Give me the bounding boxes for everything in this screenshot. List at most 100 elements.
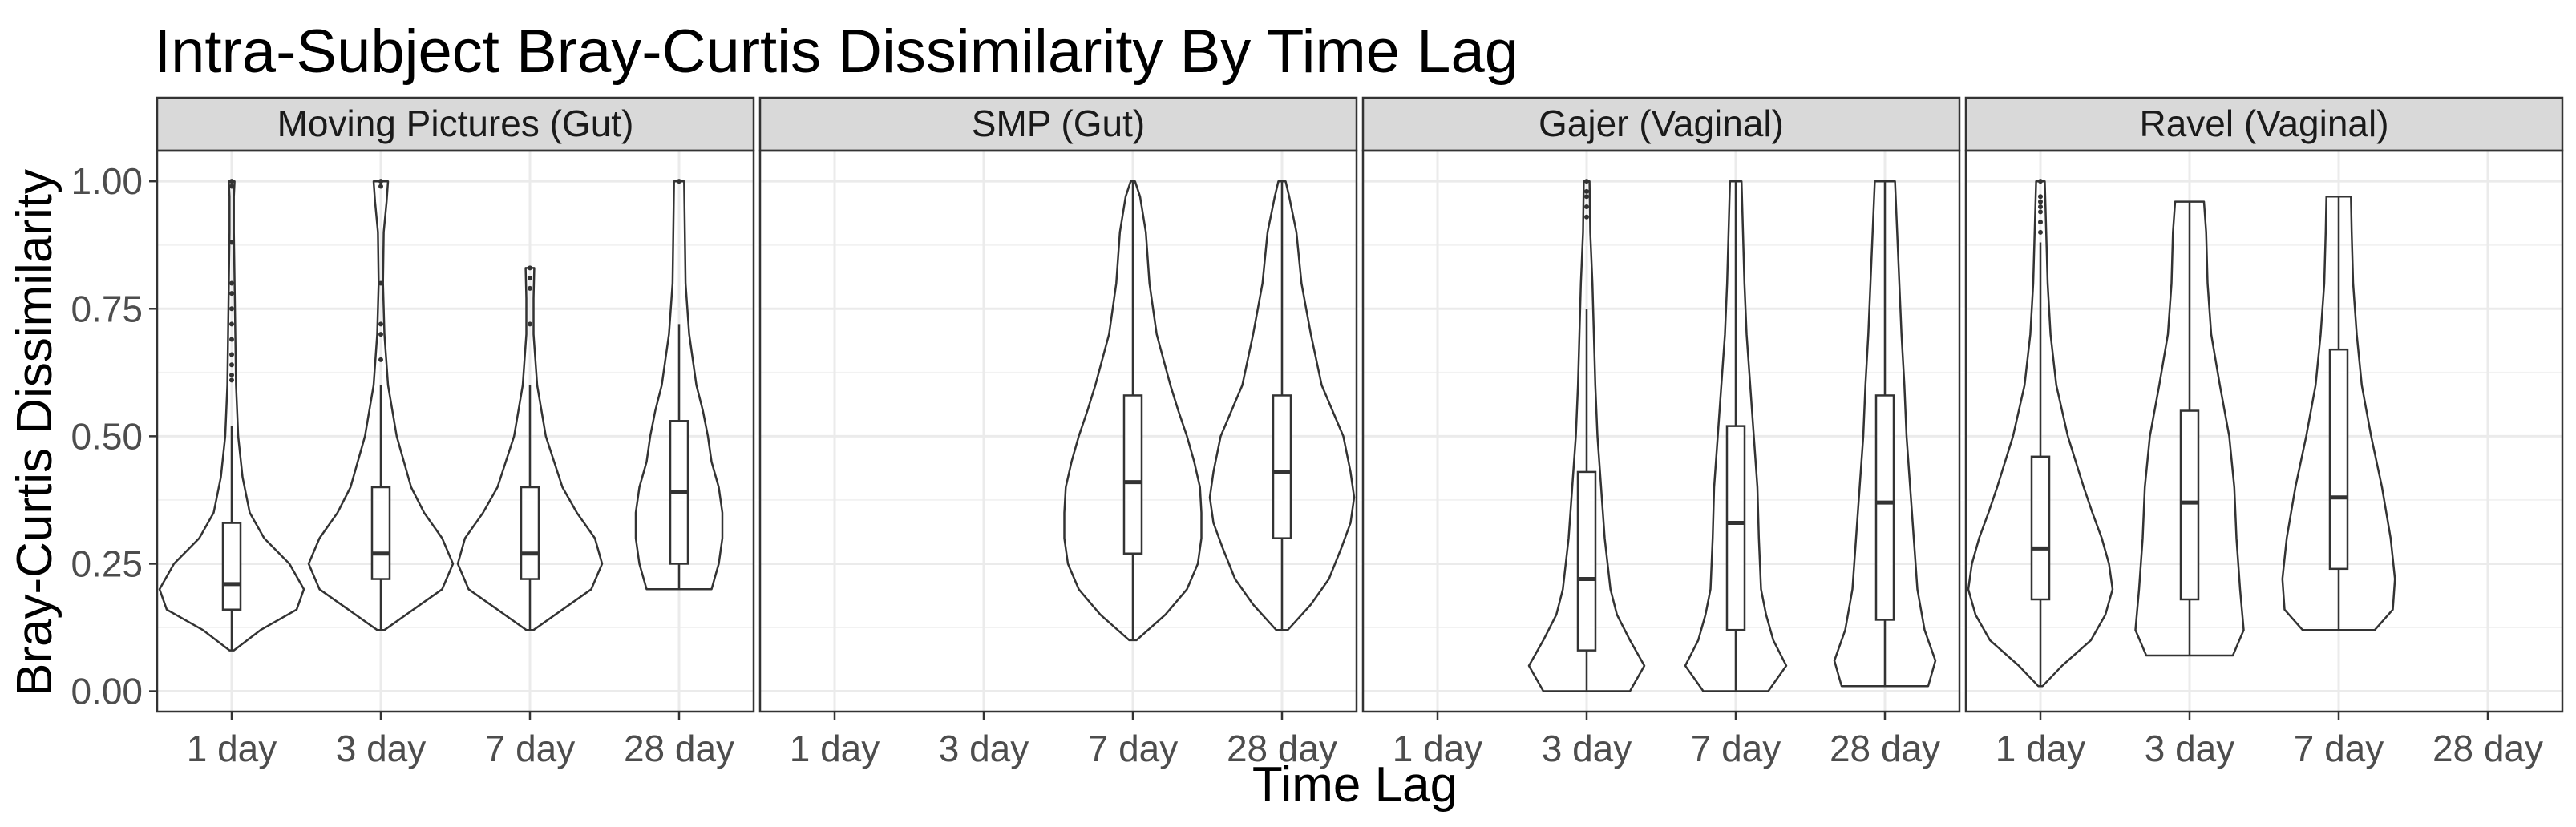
panel-background (760, 151, 1357, 712)
x-tick-label: 28 day (2432, 728, 2543, 769)
panel-background (1363, 151, 1959, 712)
panel-border (1964, 149, 2564, 713)
outlier-point (378, 280, 383, 286)
facet-strip-label: Gajer (Vaginal) (1539, 103, 1784, 144)
outlier-point (229, 377, 234, 383)
outlier-point (378, 357, 383, 362)
chart-title: Intra-Subject Bray-Curtis Dissimilarity … (154, 18, 1519, 86)
outlier-point (2038, 220, 2043, 225)
facet-strip (758, 96, 1358, 152)
facet-panel: SMP (Gut) 1 day 3 day 7 day 28 day (758, 96, 1358, 769)
outlier-point (2038, 209, 2043, 215)
facet-panel: Ravel (Vaginal) 1 day 3 day 7 day 28 day (1964, 96, 2564, 769)
outlier-point (1584, 204, 1589, 209)
outlier-point (229, 362, 234, 368)
outlier-point (229, 240, 234, 245)
outlier-point (2038, 199, 2043, 204)
box (1122, 394, 1143, 555)
x-tick-label: 28 day (624, 728, 734, 769)
box (2030, 455, 2051, 601)
panel-background (1966, 151, 2562, 712)
box (1272, 394, 1292, 539)
box (2179, 409, 2200, 601)
y-tick-label: 0.25 (71, 543, 143, 584)
panel-border (156, 149, 755, 713)
outlier-point (229, 291, 234, 297)
x-tick-label: 1 day (1996, 728, 2086, 769)
facet-strip (1361, 96, 1961, 152)
violin-shape (1833, 180, 1937, 688)
x-tick-label: 3 day (336, 728, 427, 769)
outlier-point (528, 276, 532, 281)
x-tick-label: 3 day (1542, 728, 1632, 769)
violin-shape (634, 180, 724, 591)
x-tick-label: 3 day (939, 728, 1029, 769)
outlier-point (229, 306, 234, 312)
outlier-point (677, 179, 681, 184)
outlier-point (1584, 214, 1589, 220)
outlier-point (1584, 188, 1589, 194)
violin-shape (1208, 180, 1356, 631)
x-tick-label: 1 day (1393, 728, 1483, 769)
outlier-point (229, 280, 234, 286)
violin-shape (2134, 200, 2245, 657)
outlier-point (2038, 204, 2043, 209)
panel-background (157, 151, 754, 712)
x-tick-label: 28 day (1227, 728, 1337, 769)
violin-shape (307, 180, 455, 631)
outlier-point (229, 352, 234, 357)
box (1874, 394, 1895, 621)
box (2328, 348, 2349, 571)
x-tick-label: 1 day (790, 728, 880, 769)
violin-shape (1967, 180, 2114, 688)
y-tick-label: 1.00 (71, 160, 143, 202)
facet-panel: Gajer (Vaginal) 1 day 3 day 7 day 28 day (1361, 96, 1961, 769)
outlier-point (378, 321, 383, 327)
x-tick-label: 3 day (2145, 728, 2235, 769)
violin-shape (1684, 180, 1788, 692)
facet-strip-label: SMP (Gut) (972, 103, 1145, 144)
violin-shape (1527, 180, 1646, 692)
outlier-point (1584, 179, 1589, 184)
outlier-point (2038, 229, 2043, 235)
facet-strip-label: Moving Pictures (Gut) (277, 103, 634, 144)
facet-strip (156, 96, 755, 152)
y-axis-label: Bray-Curtis Dissimilarity (7, 169, 63, 696)
y-tick-label: 0.50 (71, 415, 143, 457)
x-tick-label: 7 day (485, 728, 576, 769)
outlier-point (229, 179, 234, 184)
box (370, 486, 391, 580)
x-tick-label: 7 day (1088, 728, 1179, 769)
outlier-point (528, 265, 532, 271)
box (1725, 425, 1746, 631)
x-tick-label: 1 day (187, 728, 277, 769)
outlier-point (378, 332, 383, 337)
x-tick-label: 28 day (1830, 728, 1940, 769)
outlier-point (229, 373, 234, 377)
outlier-point (1584, 194, 1589, 200)
outlier-point (2038, 179, 2043, 184)
box (520, 486, 540, 580)
facet-strip-label: Ravel (Vaginal) (2139, 103, 2388, 144)
violin-shape (158, 180, 305, 652)
y-tick-label: 0.75 (71, 288, 143, 329)
outlier-point (378, 184, 383, 189)
panel-border (758, 149, 1358, 713)
violin-shape (2281, 196, 2396, 631)
outlier-point (528, 321, 532, 327)
y-tick-label: 0.00 (71, 671, 143, 712)
facet-panel: Moving Pictures (Gut) 1 day 3 day 7 day 28 d… (156, 96, 755, 769)
box (221, 522, 242, 611)
outlier-point (528, 285, 532, 291)
facet-panels: Moving Pictures (Gut) 1 day 3 day 7 day 28 d… (71, 96, 2564, 769)
x-tick-label: 7 day (1691, 728, 1781, 769)
facet-strip (1964, 96, 2564, 152)
panel-border (1361, 149, 1961, 713)
x-tick-label: 7 day (2294, 728, 2384, 769)
violin-shape (456, 267, 604, 631)
box (1576, 470, 1597, 652)
outlier-point (2038, 194, 2043, 200)
outlier-point (229, 337, 234, 342)
